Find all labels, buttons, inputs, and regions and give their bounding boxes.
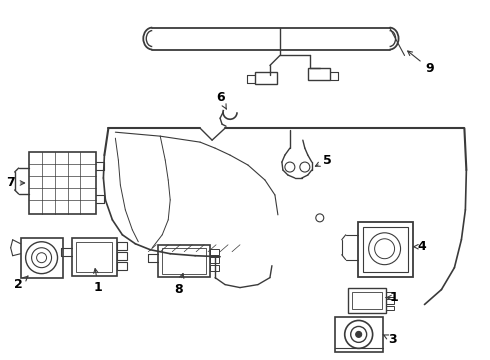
Bar: [76, 242, 112, 272]
Circle shape: [356, 332, 362, 337]
Bar: [210, 257, 219, 263]
Bar: [118, 252, 127, 260]
Bar: [386, 306, 393, 310]
Bar: [28, 152, 97, 214]
Bar: [255, 72, 277, 84]
Bar: [386, 298, 393, 303]
Text: 4: 4: [414, 240, 426, 253]
Bar: [358, 222, 413, 276]
Bar: [386, 292, 393, 297]
Bar: [210, 265, 219, 271]
Bar: [158, 245, 210, 276]
Bar: [210, 249, 219, 255]
Text: 9: 9: [408, 51, 434, 75]
Text: 1: 1: [386, 291, 398, 304]
Bar: [308, 68, 330, 80]
Bar: [352, 292, 382, 310]
Bar: [162, 248, 206, 274]
Text: 1: 1: [94, 269, 103, 294]
Text: 7: 7: [6, 176, 25, 189]
Bar: [335, 318, 383, 352]
Text: 2: 2: [14, 276, 28, 291]
Bar: [73, 238, 118, 276]
Text: 6: 6: [216, 91, 226, 109]
Bar: [118, 262, 127, 270]
Bar: [363, 227, 408, 272]
Text: 3: 3: [383, 333, 397, 346]
Text: 8: 8: [174, 274, 184, 296]
Bar: [21, 238, 63, 278]
Bar: [118, 242, 127, 250]
Text: 5: 5: [316, 154, 332, 167]
Bar: [348, 288, 386, 314]
